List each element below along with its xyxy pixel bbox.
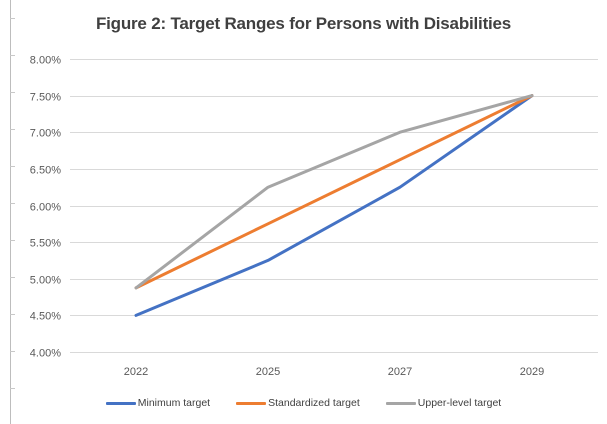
series-line-upper-level-target bbox=[134, 94, 534, 290]
spreadsheet-row-tick bbox=[10, 129, 15, 130]
spreadsheet-row-tick bbox=[10, 166, 15, 167]
y-tick-label: 5.50% bbox=[30, 238, 61, 250]
y-tick-label: 4.00% bbox=[30, 348, 61, 360]
spreadsheet-row-tick bbox=[10, 277, 15, 278]
y-tick-label: 7.00% bbox=[30, 128, 61, 140]
spreadsheet-row-tick bbox=[10, 240, 15, 241]
spreadsheet-row-tick bbox=[10, 55, 15, 56]
spreadsheet-row-tick bbox=[10, 203, 15, 204]
chart-title: Figure 2: Target Ranges for Persons with… bbox=[95, 14, 512, 33]
legend-item-minimum: Minimum target bbox=[105, 397, 211, 409]
legend-swatch-minimum bbox=[105, 401, 136, 405]
spreadsheet-edge bbox=[10, 0, 11, 424]
spreadsheet-row-tick bbox=[10, 92, 15, 93]
legend-label-upper: Upper-level target bbox=[417, 397, 502, 409]
y-tick-label: 7.50% bbox=[30, 92, 61, 104]
legend-swatch-upper bbox=[385, 401, 416, 405]
gridlines bbox=[70, 59, 598, 353]
y-tick-label: 8.00% bbox=[30, 55, 61, 67]
x-axis-tick-labels: 2022 2025 2027 2029 bbox=[124, 366, 544, 378]
y-tick-label: 6.00% bbox=[30, 202, 61, 214]
series-line-standardized-target bbox=[134, 94, 534, 290]
legend-item-standardized: Standardized target bbox=[236, 397, 360, 409]
x-tick-label: 2025 bbox=[256, 366, 280, 378]
y-axis-tick-labels: 4.00% 4.50% 5.00% 5.50% 6.00% 6.50% 7.00% 7.50%… bbox=[30, 55, 61, 360]
y-tick-label: 4.50% bbox=[30, 311, 61, 323]
x-tick-label: 2029 bbox=[520, 366, 544, 378]
spreadsheet-row-tick bbox=[10, 314, 15, 315]
legend-label-standardized: Standardized target bbox=[268, 397, 360, 409]
x-tick-label: 2027 bbox=[388, 366, 412, 378]
spreadsheet-row-tick bbox=[10, 351, 15, 352]
legend-swatch-standardized bbox=[236, 401, 267, 405]
y-tick-label: 5.00% bbox=[30, 275, 61, 287]
series-line-minimum-target bbox=[134, 94, 534, 317]
spreadsheet-row-tick bbox=[10, 18, 15, 19]
spreadsheet-row-tick bbox=[10, 388, 15, 389]
legend: Minimum target Standardized target Upper… bbox=[0, 397, 607, 409]
legend-label-minimum: Minimum target bbox=[137, 397, 211, 409]
x-tick-label: 2022 bbox=[124, 366, 148, 378]
y-tick-label: 6.50% bbox=[30, 165, 61, 177]
legend-item-upper: Upper-level target bbox=[385, 397, 502, 409]
series-lines bbox=[134, 94, 534, 317]
